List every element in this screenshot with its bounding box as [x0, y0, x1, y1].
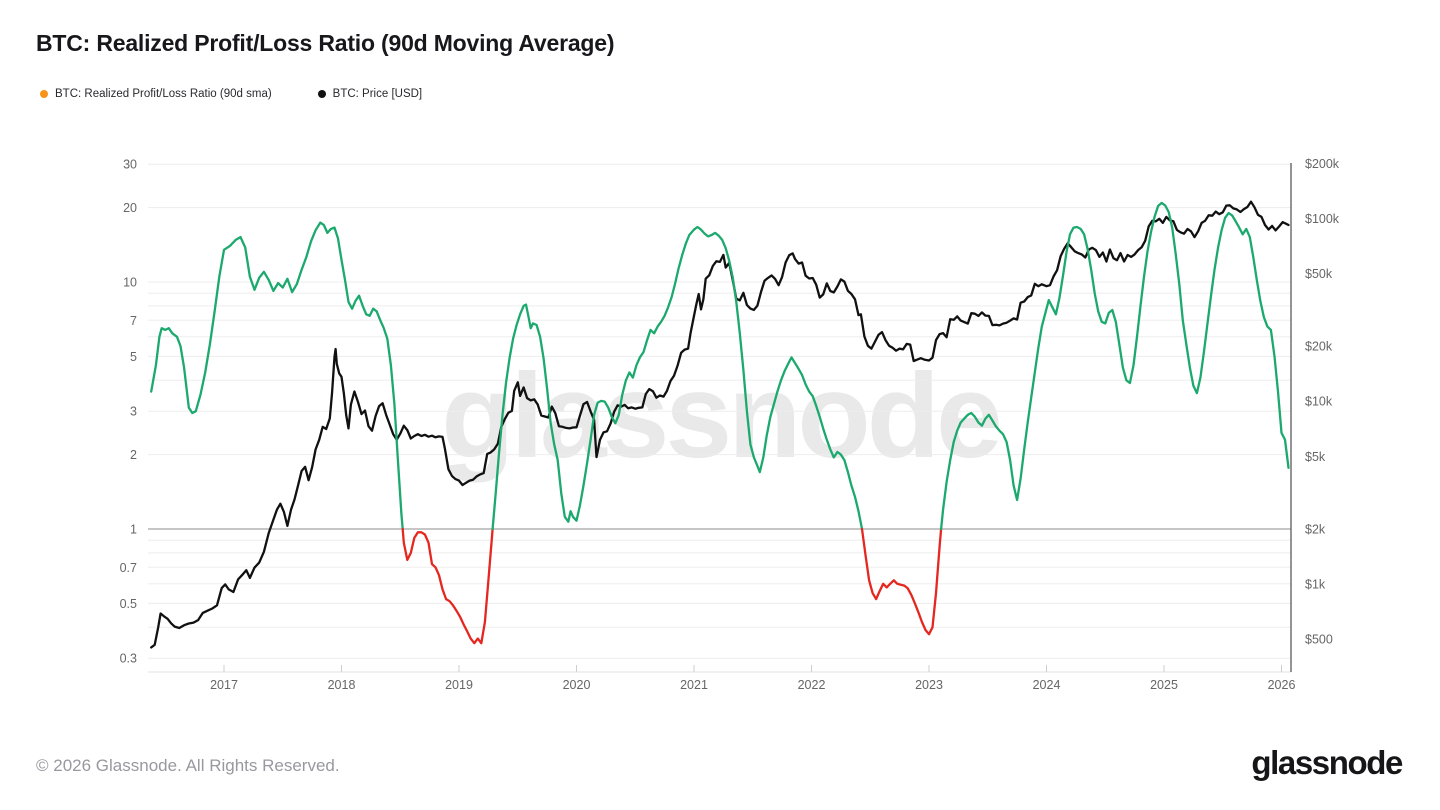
x-axis-label: 2026: [1268, 678, 1296, 692]
y-left-axis-label: 1: [130, 523, 137, 537]
x-axis-label: 2017: [210, 678, 238, 692]
y-left-axis-label: 10: [123, 276, 137, 290]
glassnode-watermark: glassnode: [441, 349, 1003, 483]
price-series-dot-icon: [317, 90, 326, 98]
x-axis-label: 2022: [798, 678, 826, 692]
y-right-axis-label: $200k: [1305, 157, 1340, 171]
y-right-axis-label: $500: [1305, 633, 1333, 647]
x-axis-label: 2020: [563, 678, 591, 692]
x-axis-label: 2018: [328, 678, 356, 692]
glassnode-logo[interactable]: glassnode: [1251, 744, 1403, 781]
y-right-axis-label: $20k: [1305, 340, 1333, 354]
page-title: BTC: Realized Profit/Loss Ratio (90d Mov…: [36, 30, 615, 56]
y-left-axis-label: 30: [123, 158, 137, 172]
ratio-line-above-1: [150, 221, 404, 531]
y-right-axis-label: $5k: [1305, 450, 1326, 464]
ratio-series-dot-icon: [40, 90, 48, 98]
y-left-axis-label: 7: [130, 314, 137, 328]
x-axis-label: 2021: [680, 678, 708, 692]
y-left-axis-label: 5: [130, 350, 137, 364]
price-line: [150, 200, 1290, 649]
x-axis-label: 2019: [445, 678, 473, 692]
y-left-axis-label: 0.3: [120, 652, 137, 666]
y-right-axis-label: $1k: [1305, 578, 1326, 592]
y-right-axis-label: $100k: [1305, 212, 1340, 226]
ratio-line-below-1: [401, 527, 494, 645]
ratio-line-below-1: [860, 527, 943, 636]
y-left-axis-label: 0.5: [120, 597, 137, 611]
copyright-text: © 2026 Glassnode. All Rights Reserved.: [36, 756, 340, 775]
y-left-axis-label: 2: [130, 448, 137, 462]
y-left-axis-label: 20: [123, 201, 137, 215]
y-left-axis-label: 3: [130, 405, 137, 419]
y-right-axis-label: $2k: [1305, 523, 1326, 537]
legend-label-price: BTC: Price [USD]: [332, 88, 423, 100]
chart-legend: BTC: Realized Profit/Loss Ratio (90d sma…: [40, 88, 422, 100]
legend-item-price[interactable]: BTC: Price [USD]: [317, 88, 423, 100]
ratio-line-above-1: [491, 225, 864, 531]
x-axis-label: 2025: [1150, 678, 1178, 692]
x-axis-label: 2023: [915, 678, 943, 692]
y-left-axis-label: 0.7: [120, 561, 137, 575]
legend-label-ratio: BTC: Realized Profit/Loss Ratio (90d sma…: [55, 88, 272, 100]
y-right-axis-label: $10k: [1305, 395, 1333, 409]
y-right-axis-label: $50k: [1305, 267, 1333, 281]
x-axis-label: 2024: [1033, 678, 1061, 692]
ratio-line-above-1: [939, 201, 1290, 531]
legend-item-ratio[interactable]: BTC: Realized Profit/Loss Ratio (90d sma…: [40, 88, 272, 100]
